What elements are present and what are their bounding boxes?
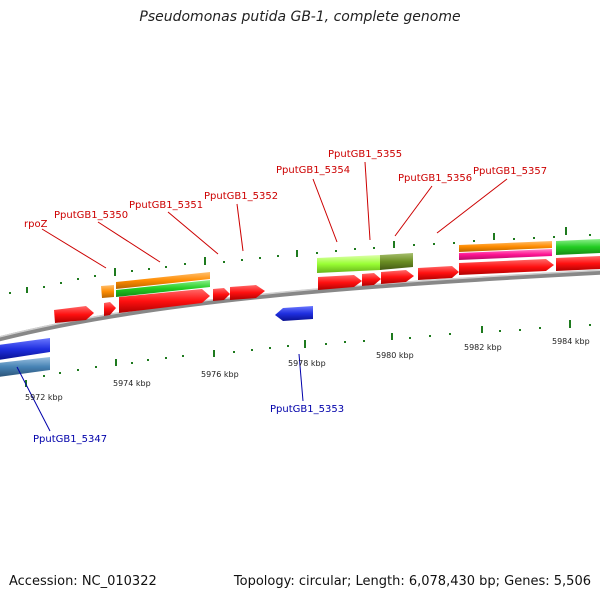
steel-feature — [0, 357, 50, 377]
gene-5351-arrow[interactable] — [119, 289, 210, 313]
reverse-gene-labels: PputGB1_5353 PputGB1_5347 — [33, 404, 344, 445]
gene-5355-arrow[interactable] — [362, 273, 381, 286]
gene-label-5356[interactable]: PputGB1_5356 — [398, 173, 472, 184]
gene-5354-arrow[interactable] — [318, 275, 362, 290]
gene-5353-arrow[interactable] — [275, 306, 313, 321]
gene-label-5350[interactable]: PputGB1_5350 — [54, 210, 128, 221]
tick-label: 5980 kbp — [376, 351, 414, 360]
tick-label: 5974 kbp — [113, 379, 151, 388]
genome-backbone — [0, 269, 600, 342]
gene-label-5351[interactable]: PputGB1_5351 — [129, 200, 203, 211]
map-title: Pseudomonas putida GB-1, complete genome — [139, 9, 461, 25]
axis-labels: 5972 kbp 5974 kbp 5976 kbp 5978 kbp 5980… — [25, 337, 590, 402]
feature-tracks — [101, 239, 600, 298]
gene-rpoZ-arrow[interactable] — [54, 306, 94, 323]
forward-genes — [54, 256, 600, 323]
gene-5352-a-arrow[interactable] — [213, 288, 230, 301]
genome-backbone-highlight — [0, 269, 600, 338]
gene-5357-b-arrow[interactable] — [459, 259, 554, 275]
green-feature — [556, 239, 600, 255]
lime-feature — [317, 255, 380, 273]
upper-tick-track — [9, 227, 591, 294]
lower-tick-track — [25, 320, 591, 387]
tick-label: 5978 kbp — [288, 359, 326, 368]
gene-5350-arrow[interactable] — [104, 302, 116, 316]
accession-text: Accession: NC_010322 — [9, 574, 157, 589]
tick-label: 5984 kbp — [552, 337, 590, 346]
gene-label-5357[interactable]: PputGB1_5357 — [473, 166, 547, 177]
gene-label-5352[interactable]: PputGB1_5352 — [204, 191, 278, 202]
tick-label: 5976 kbp — [201, 370, 239, 379]
gene-5352-b-arrow[interactable] — [230, 285, 265, 300]
green-feature — [116, 280, 210, 297]
orange-feature — [459, 241, 552, 252]
reverse-leader-lines — [16, 353, 304, 432]
tick-label: 5982 kbp — [464, 343, 502, 352]
forward-gene-labels: rpoZ PputGB1_5350 PputGB1_5351 PputGB1_5… — [24, 149, 547, 230]
gene-label-rpoZ[interactable]: rpoZ — [24, 219, 48, 230]
gene-label-5347[interactable]: PputGB1_5347 — [33, 434, 107, 445]
magenta-feature — [459, 249, 552, 260]
gene-5356-arrow[interactable] — [381, 270, 414, 284]
orange-feature — [101, 285, 114, 298]
reverse-genes — [0, 306, 313, 377]
gene-label-5355[interactable]: PputGB1_5355 — [328, 149, 402, 160]
orange-feature — [116, 272, 210, 289]
tick-label: 5972 kbp — [25, 393, 63, 402]
gene-label-5353[interactable]: PputGB1_5353 — [270, 404, 344, 415]
olive-feature — [380, 253, 413, 270]
genome-info-text: Topology: circular; Length: 6,078,430 bp… — [233, 574, 591, 589]
gene-5357-a-arrow[interactable] — [418, 266, 459, 280]
forward-leader-lines — [41, 161, 508, 269]
gene-next-arrow[interactable] — [556, 256, 600, 271]
gene-5347-arrow[interactable] — [0, 338, 50, 360]
gene-label-5354[interactable]: PputGB1_5354 — [276, 165, 350, 176]
